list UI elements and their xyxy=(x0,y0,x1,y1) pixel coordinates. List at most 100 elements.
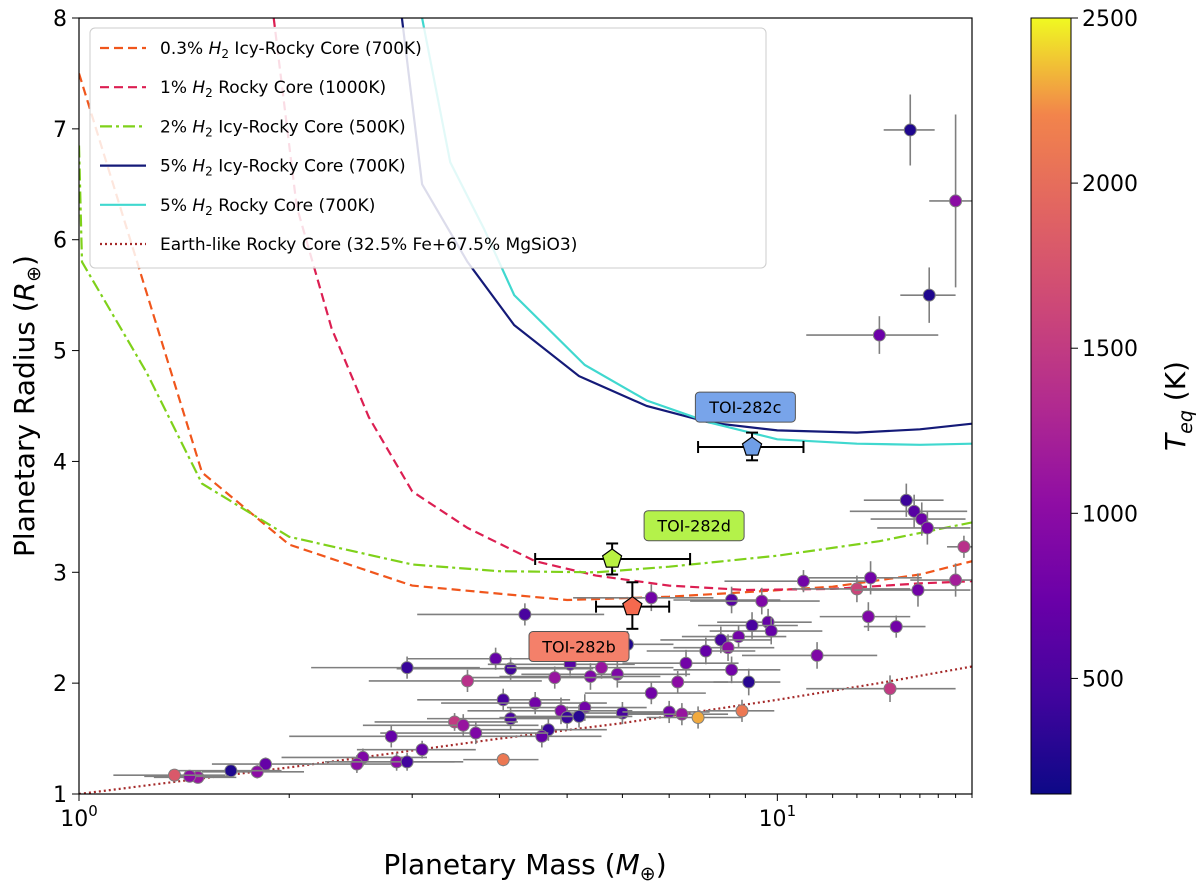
planet-marker xyxy=(725,593,739,607)
planet-marker xyxy=(572,709,586,723)
planet-point xyxy=(467,666,623,689)
legend-entry-6: Earth-like Rocky Core (32.5% Fe+67.5% Mg… xyxy=(100,235,577,255)
legend: 0.3% H2 Icy-Rocky Core (700K) 1% H2 Rocky… xyxy=(89,27,767,269)
planet-marker xyxy=(224,764,238,778)
planet-point xyxy=(705,699,775,722)
planet-marker xyxy=(742,675,756,689)
colorbar-title: Teq (K) xyxy=(1159,361,1197,451)
planet-marker xyxy=(725,663,739,677)
legend-box xyxy=(89,27,767,269)
planet-marker xyxy=(861,610,875,624)
planet-point xyxy=(877,511,971,545)
planet-marker xyxy=(504,662,518,676)
known-planets xyxy=(113,94,972,784)
planet-marker xyxy=(745,618,759,632)
planet-point xyxy=(441,692,607,715)
y-tick-label: 3 xyxy=(53,561,67,586)
toi-label: TOI-282c xyxy=(708,398,781,417)
colorbar-tick-label: 1000 xyxy=(1082,502,1138,527)
legend-entry-4: 5% H2 Icy-Rocky Core (700K) xyxy=(100,157,406,179)
planet-point xyxy=(573,584,714,612)
planet-marker xyxy=(250,765,264,779)
planet-point xyxy=(883,94,935,166)
planet-marker xyxy=(957,540,971,554)
planet-marker xyxy=(350,757,364,771)
planet-point xyxy=(690,587,820,615)
planet-marker xyxy=(920,521,934,535)
colorbar-tick-label: 500 xyxy=(1082,667,1124,692)
planet-point xyxy=(380,721,549,745)
planet-point xyxy=(396,657,594,680)
planet-marker xyxy=(167,768,181,782)
x-tick-label: 101 xyxy=(759,802,797,832)
planet-point xyxy=(863,483,944,517)
y-tick-label: 5 xyxy=(53,340,67,365)
model-curve-3 xyxy=(79,145,972,574)
planet-point xyxy=(417,603,605,626)
y-tick-label: 8 xyxy=(53,7,67,32)
planet-marker xyxy=(610,667,624,681)
planet-point xyxy=(673,656,781,684)
model-curve-6 xyxy=(79,665,972,794)
legend-entry-1: 0.3% H2 Icy-Rocky Core (700K) xyxy=(100,39,422,61)
colorbar xyxy=(1030,17,1072,795)
y-axis-title: Planetary Radius (R⊕) xyxy=(8,255,45,557)
planet-marker xyxy=(528,696,542,710)
planet-point xyxy=(514,705,633,728)
x-tick-label: 100 xyxy=(60,802,98,832)
planet-point xyxy=(368,669,542,693)
y-tick-label: 2 xyxy=(53,672,67,697)
y-tick-label: 7 xyxy=(53,118,67,143)
planet-marker xyxy=(764,624,778,638)
y-tick-label: 6 xyxy=(53,229,67,254)
planet-point xyxy=(660,626,772,654)
planet-marker xyxy=(949,573,963,587)
planet-point xyxy=(806,675,956,702)
planet-point xyxy=(646,706,742,729)
planet-marker xyxy=(594,661,608,675)
planet-marker xyxy=(732,630,746,644)
planet-point xyxy=(900,267,956,323)
planet-marker xyxy=(735,704,749,718)
planet-marker xyxy=(911,583,925,597)
planet-point xyxy=(362,714,539,737)
planet-marker xyxy=(489,652,503,666)
planet-marker xyxy=(644,686,658,700)
colorbar-tick-label: 1500 xyxy=(1082,337,1138,362)
planet-marker xyxy=(796,574,810,588)
planet-marker xyxy=(691,711,705,725)
planet-point xyxy=(211,757,312,771)
planet-marker xyxy=(560,711,574,725)
legend-label: Earth-like Rocky Core (32.5% Fe+67.5% Mg… xyxy=(160,235,577,255)
planet-point xyxy=(698,612,798,639)
planet-marker xyxy=(755,594,769,608)
y-tick-label: 1 xyxy=(53,783,67,808)
legend-entry-2: 1% H2 Rocky Core (1000K) xyxy=(100,78,386,100)
planet-marker xyxy=(384,729,398,743)
planet-marker xyxy=(400,661,414,675)
planet-point xyxy=(201,765,305,779)
planet-marker xyxy=(949,194,963,208)
legend-label: 2% H2 Icy-Rocky Core (500K) xyxy=(160,117,406,139)
planet-point xyxy=(463,752,539,767)
planet-point xyxy=(947,535,972,558)
planet-marker xyxy=(907,504,921,518)
planet-point xyxy=(724,570,867,593)
planet-point xyxy=(499,663,661,690)
planet-marker xyxy=(889,620,903,634)
toi-label: TOI-282b xyxy=(541,638,616,657)
planet-marker xyxy=(872,328,886,342)
planet-marker xyxy=(675,707,689,721)
planet-point xyxy=(713,668,781,696)
planet-marker xyxy=(864,571,878,585)
legend-label: 1% H2 Rocky Core (1000K) xyxy=(160,78,386,100)
planet-marker xyxy=(679,656,693,670)
legend-entry-5: 5% H2 Rocky Core (700K) xyxy=(100,196,375,218)
toi-marker xyxy=(741,436,763,456)
planet-marker xyxy=(504,712,518,726)
planet-marker xyxy=(548,671,562,685)
planet-marker xyxy=(460,674,474,688)
planet-point xyxy=(356,740,476,759)
planet-marker xyxy=(496,693,510,707)
